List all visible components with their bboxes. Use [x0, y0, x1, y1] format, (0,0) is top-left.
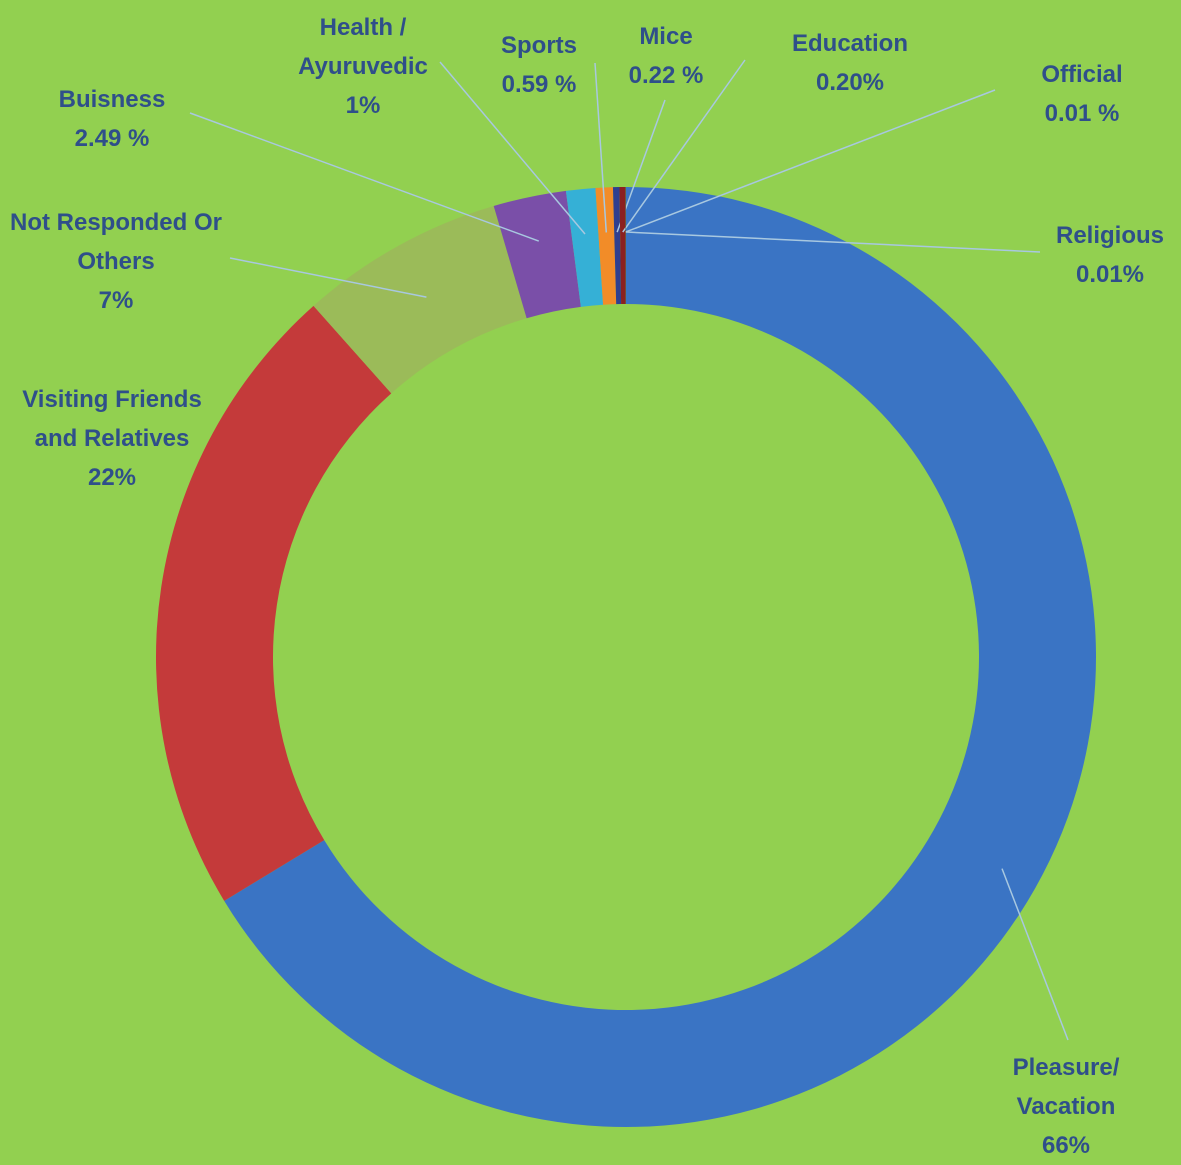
leader-line [1002, 869, 1068, 1040]
leader-line [626, 90, 995, 232]
category-name: Pleasure/ Vacation [981, 1048, 1151, 1126]
value-label: 2.49 % [0, 119, 227, 158]
value-label: 7% [1, 281, 231, 320]
category-name: Health / Ayuruvedic [278, 8, 448, 86]
category-name: Visiting Friends and Relatives [2, 380, 222, 458]
value-label: 0.01 % [967, 94, 1181, 133]
value-label: 0.01% [995, 255, 1181, 294]
category-name: Buisness [0, 80, 227, 119]
value-label: 22% [2, 458, 222, 497]
leader-line [190, 113, 539, 241]
category-name: Religious [995, 216, 1181, 255]
value-label: 66% [981, 1126, 1151, 1165]
category-name: Not Responded Or Others [1, 203, 231, 281]
category-name: Official [967, 55, 1181, 94]
value-label: 0.20% [735, 63, 965, 102]
category-name: Education [735, 24, 965, 63]
value-label: 1% [278, 86, 448, 125]
